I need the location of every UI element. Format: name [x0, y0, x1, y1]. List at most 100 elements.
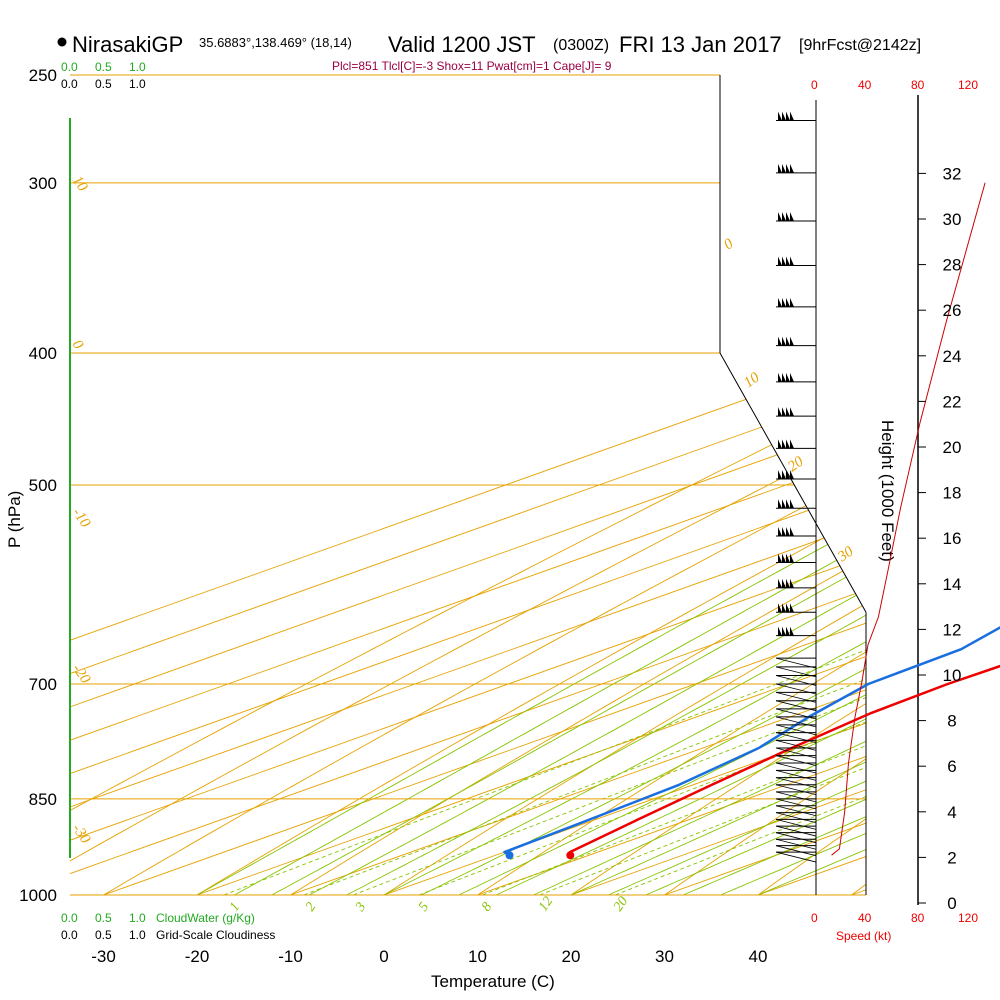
chart-header: NirasakiGP 35.6883°,138.469° (18,14) Val… [57, 32, 921, 73]
height-tick-label: 28 [943, 256, 962, 275]
cloudwater-tick: 0.0 [61, 60, 78, 74]
wind-barb-flag [778, 470, 782, 480]
wind-barb-flag [778, 603, 782, 613]
isotherm [70, 75, 866, 895]
wind-barb-flag [778, 553, 782, 563]
moist-adiabat [196, 75, 866, 895]
wind-barb-flag [778, 526, 782, 536]
moist-adiabat [383, 75, 866, 895]
wind-barb-staff [775, 838, 817, 850]
cloudwater-tick: 1.0 [129, 911, 146, 925]
plot-border [719, 352, 867, 613]
cloudiness-tick: 0.0 [61, 77, 78, 91]
wind-barb-staff [775, 777, 817, 789]
moist-adiabat [608, 75, 866, 895]
speed-tick-bottom: 80 [911, 911, 925, 925]
wind-barb-staff [775, 798, 817, 810]
isotherm [70, 75, 866, 895]
mixing-ratio-line [482, 352, 866, 895]
mixing-ratio-line [539, 352, 866, 895]
wind-barb-flag [778, 626, 782, 636]
wind-barb-flag [790, 256, 794, 266]
pressure-tick-label: 300 [29, 174, 57, 193]
wind-barb-flag [786, 499, 790, 509]
wind-barb-flag [786, 578, 790, 588]
cloudiness-tick: 1.0 [129, 928, 146, 942]
wind-barb-flag [790, 372, 794, 382]
mixing-ratio-label: 20 [611, 894, 631, 914]
moist-adiabat [496, 75, 866, 895]
wind-barb-flag [778, 163, 782, 173]
wind-barb-flag [778, 256, 782, 266]
x-tick-label: 0 [379, 947, 388, 966]
mixing-ratio-label: 5 [416, 900, 432, 914]
dewpoint-profile [503, 626, 1000, 857]
forecast-info: [9hrFcst@2142z] [799, 37, 921, 54]
height-tick-label: 30 [943, 210, 962, 229]
wind-barb-flag [782, 526, 786, 536]
wind-barbs [775, 111, 817, 863]
isotherm [290, 75, 866, 895]
wind-barb-flag [790, 297, 794, 307]
isotherm [477, 75, 866, 895]
speed-tick-top: 40 [858, 78, 872, 92]
moist-adiabat-label: 0 [721, 236, 737, 254]
height-tick-label: 0 [947, 894, 956, 913]
height-tick-label: 20 [943, 438, 962, 457]
wind-barb-flag [782, 256, 786, 266]
wind-barb-flag [786, 553, 790, 563]
site-marker-icon [57, 37, 67, 47]
wind-barb-flag [782, 163, 786, 173]
moist-adiabat [234, 75, 866, 895]
wind-barb-flag [778, 499, 782, 509]
wind-barb-flag [782, 111, 786, 121]
dry-adiabat [290, 75, 866, 895]
mixing-ratio-label: 3 [352, 900, 369, 915]
dry-adiabat [570, 75, 866, 895]
wind-barb-flag [790, 439, 794, 449]
dry-adiabat-label: 10 [69, 173, 91, 195]
background-grid [69, 74, 919, 905]
wind-barb-flag [782, 297, 786, 307]
height-tick-label: 18 [943, 484, 962, 503]
isotherm [70, 75, 866, 895]
moist-adiabat [421, 75, 866, 895]
cloudwater-tick: 0.5 [95, 60, 112, 74]
wind-barb-flag [782, 372, 786, 382]
speed-profile [831, 182, 986, 856]
cloudwater-tick: 0.5 [95, 911, 112, 925]
dry-adiabat [664, 75, 866, 895]
moist-adiabat-label: 10 [741, 369, 763, 391]
height-tick-label: 14 [943, 575, 962, 594]
wind-barb-flag [778, 578, 782, 588]
wind-barb-staff [775, 812, 817, 824]
surface-temperature-marker [566, 851, 575, 860]
wind-barb-flag [778, 297, 782, 307]
speed-tick-top: 120 [958, 78, 978, 92]
pressure-tick-label: 250 [29, 66, 57, 85]
wind-barb-flag [786, 297, 790, 307]
wind-barb-flag [790, 336, 794, 346]
moist-adiabat [308, 75, 866, 895]
pressure-tick-label: 400 [29, 344, 57, 363]
pressure-tick-label: 700 [29, 675, 57, 694]
mixing-ratio-line [615, 352, 866, 895]
wind-barb-flag [786, 256, 790, 266]
mixing-ratio-label: 2 [303, 900, 319, 914]
temperature-profile [568, 664, 1000, 856]
height-tick-label: 16 [943, 529, 962, 548]
dry-adiabat-label: -20 [69, 661, 94, 687]
speed-tick-top: 0 [811, 78, 818, 92]
wind-barb-staff [775, 851, 817, 863]
height-tick-label: 26 [943, 301, 962, 320]
pressure-tick-label: 1000 [19, 886, 57, 905]
x-tick-label: 30 [655, 947, 674, 966]
wind-barb-flag [790, 626, 794, 636]
wind-barb-flag [786, 439, 790, 449]
wind-barb-flag [786, 372, 790, 382]
isotherm [103, 75, 866, 895]
cloudiness-tick: 0.0 [61, 928, 78, 942]
cloudiness-label: Grid-Scale Cloudiness [156, 928, 275, 942]
wind-barb-flag [786, 526, 790, 536]
x-tick-label: 40 [749, 947, 768, 966]
